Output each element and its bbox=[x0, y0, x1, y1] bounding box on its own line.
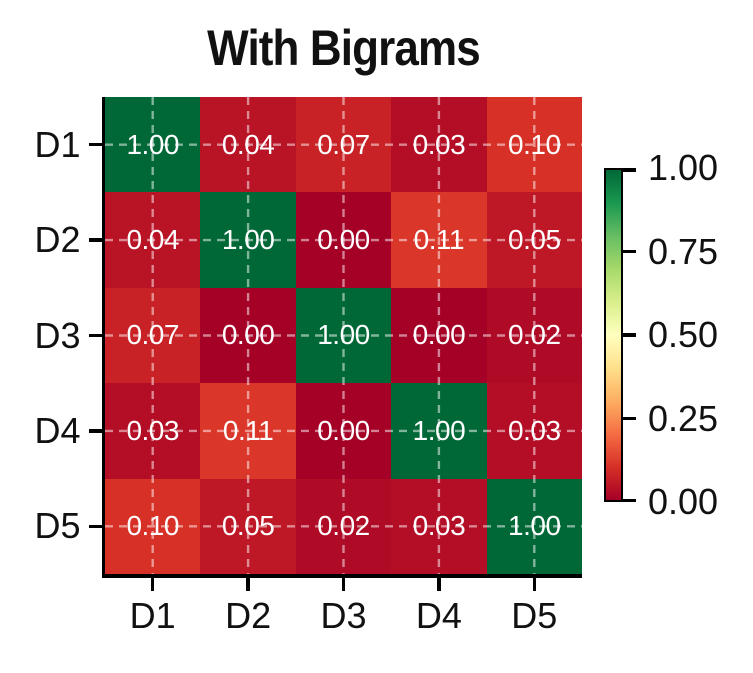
colorbar-tick-label: 0.75 bbox=[648, 230, 719, 272]
y-tick bbox=[88, 238, 102, 242]
y-tick-label: D2 bbox=[34, 219, 81, 261]
x-tick bbox=[437, 577, 441, 591]
colorbar-tick-label: 0.50 bbox=[648, 314, 719, 355]
colorbar-tick bbox=[623, 416, 636, 421]
cell-value: 1.00 bbox=[317, 319, 370, 351]
heatmap-cell: 0.05 bbox=[200, 478, 296, 574]
heatmap-grid: 1.00 0.04 0.07 0.03 0.10 0.04 1.00 0.00 0.11 0.05… bbox=[105, 97, 582, 574]
y-tick bbox=[88, 142, 102, 147]
heatmap-cell: 0.02 bbox=[486, 287, 582, 384]
cell-value: 1.00 bbox=[508, 510, 561, 542]
heatmap-cell: 0.10 bbox=[486, 97, 582, 193]
heatmap-cell: 0.00 bbox=[295, 192, 392, 288]
heatmap-cell: 0.03 bbox=[105, 383, 201, 479]
colorbar-tick-label: 0.25 bbox=[648, 397, 719, 439]
y-tick bbox=[88, 333, 102, 338]
cell-value: 1.00 bbox=[126, 128, 179, 160]
heatmap-cell: 0.02 bbox=[295, 478, 392, 574]
cell-value: 0.00 bbox=[412, 319, 466, 351]
cell-value: 0.05 bbox=[508, 224, 561, 256]
colorbar bbox=[604, 168, 623, 502]
cell-value: 0.07 bbox=[126, 319, 179, 351]
cell-value: 0.02 bbox=[508, 319, 561, 351]
cell-value: 0.04 bbox=[221, 128, 275, 160]
colorbar-tick bbox=[623, 168, 636, 172]
heatmap-cell: 1.00 bbox=[486, 478, 582, 574]
y-tick-label: D1 bbox=[34, 123, 81, 165]
heatmap-cell: 0.03 bbox=[486, 383, 582, 479]
cell-value: 0.07 bbox=[317, 128, 370, 160]
x-axis-spine bbox=[101, 574, 582, 578]
colorbar-tick-label: 0.00 bbox=[648, 481, 719, 522]
y-tick bbox=[88, 429, 102, 433]
heatmap-cell: 0.04 bbox=[105, 192, 201, 288]
heatmap-cell: 1.00 bbox=[200, 192, 296, 288]
cell-value: 0.03 bbox=[508, 414, 561, 446]
heatmap-cell: 0.11 bbox=[391, 192, 487, 288]
x-tick-label: D2 bbox=[225, 594, 272, 636]
y-axis-spine bbox=[101, 97, 105, 578]
cell-value: 0.03 bbox=[412, 510, 466, 542]
colorbar-tick bbox=[623, 249, 636, 254]
y-tick bbox=[88, 524, 102, 529]
cell-value: 0.00 bbox=[317, 224, 370, 256]
cell-value: 0.00 bbox=[221, 319, 275, 351]
cell-value: 0.11 bbox=[222, 414, 274, 446]
heatmap-cell: 0.05 bbox=[486, 192, 582, 288]
heatmap-cell: 0.07 bbox=[295, 97, 392, 193]
heatmap-cell: 0.10 bbox=[105, 478, 201, 574]
y-tick-label: D4 bbox=[34, 409, 81, 451]
heatmap-cell: 0.04 bbox=[200, 97, 296, 193]
heatmap-cell: 0.03 bbox=[391, 478, 487, 574]
colorbar-tick bbox=[623, 498, 636, 502]
colorbar-tick-label: 1.00 bbox=[648, 147, 719, 188]
cell-value: 0.03 bbox=[126, 414, 179, 446]
x-tick bbox=[341, 577, 346, 591]
heatmap-cell: 1.00 bbox=[105, 97, 201, 193]
cell-value: 0.11 bbox=[413, 224, 465, 256]
cell-value: 1.00 bbox=[412, 414, 466, 446]
heatmap-cell: 0.07 bbox=[105, 287, 201, 384]
cell-value: 0.02 bbox=[317, 510, 370, 542]
y-tick-label: D3 bbox=[34, 314, 81, 356]
chart-title: With Bigrams bbox=[207, 20, 481, 76]
heatmap-cell: 0.00 bbox=[200, 287, 296, 384]
x-tick-label: D5 bbox=[511, 594, 558, 636]
cell-value: 0.05 bbox=[221, 510, 275, 542]
x-tick-label: D4 bbox=[415, 594, 462, 636]
x-tick bbox=[246, 577, 250, 591]
colorbar-tick bbox=[623, 333, 636, 337]
heatmap-cell: 0.03 bbox=[391, 97, 487, 193]
heatmap-cell: 0.11 bbox=[200, 383, 296, 479]
x-tick bbox=[150, 577, 155, 591]
cell-value: 0.10 bbox=[508, 128, 561, 160]
heatmap-cell: 0.00 bbox=[295, 383, 392, 479]
x-tick bbox=[532, 577, 537, 591]
x-tick-label: D1 bbox=[129, 594, 176, 636]
y-tick-label: D5 bbox=[34, 505, 81, 547]
heatmap-cell: 1.00 bbox=[391, 383, 487, 479]
x-tick-label: D3 bbox=[320, 594, 367, 636]
cell-value: 0.03 bbox=[412, 128, 466, 160]
cell-value: 0.04 bbox=[126, 224, 179, 256]
cell-value: 0.00 bbox=[317, 414, 370, 446]
cell-value: 1.00 bbox=[221, 224, 275, 256]
heatmap-cell: 1.00 bbox=[295, 287, 392, 384]
heatmap-cell: 0.00 bbox=[391, 287, 487, 384]
cell-value: 0.10 bbox=[126, 510, 179, 542]
